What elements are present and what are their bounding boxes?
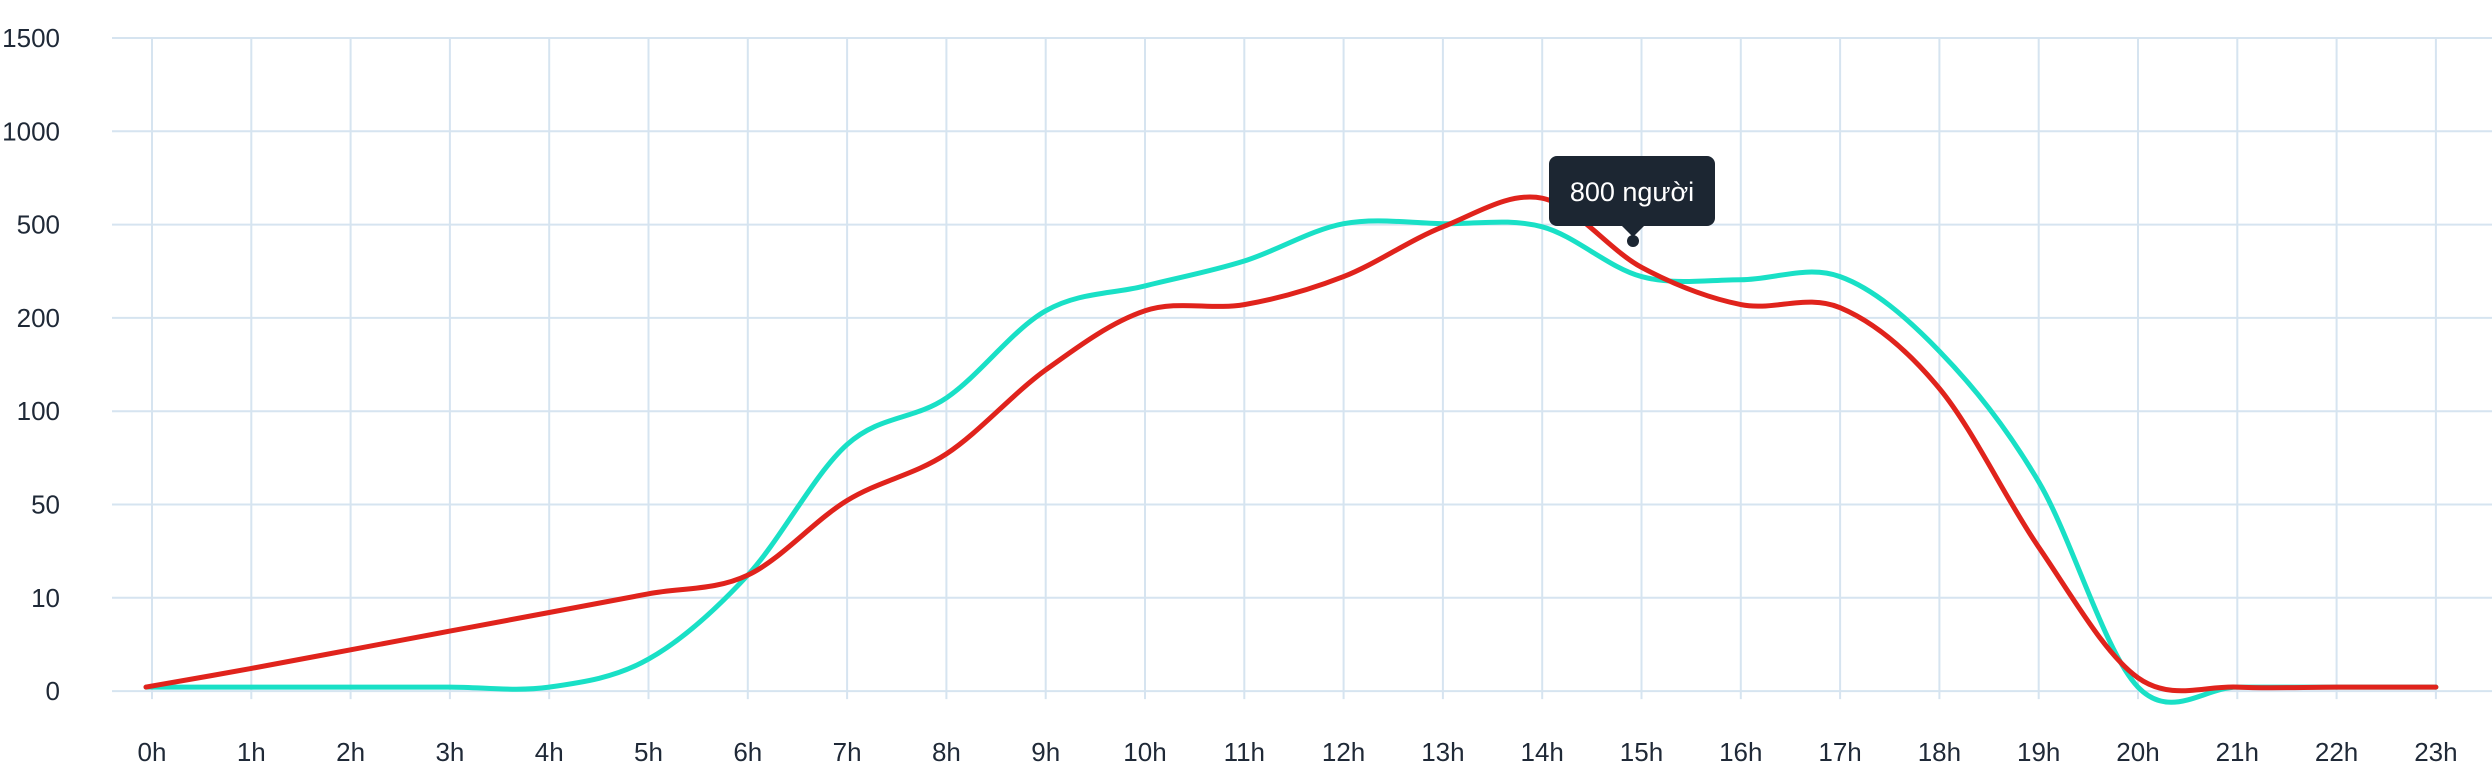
- x-tick-label: 12h: [1322, 737, 1365, 767]
- x-tick-label: 13h: [1421, 737, 1464, 767]
- series-line-1: [143, 218, 2439, 705]
- x-tick-label: 18h: [1918, 737, 1961, 767]
- series-lines: [143, 194, 2439, 705]
- x-axis-ticks: 0h 1h 2h 3h 4h 5h 6h 7h 8h 9h 10h 11h 12h 13h 14h 15h 16…: [138, 737, 2458, 767]
- x-tick-label: 3h: [435, 737, 464, 767]
- y-tick-label: 100: [17, 396, 60, 426]
- x-tick-label: 9h: [1031, 737, 1060, 767]
- y-tick-label: 0: [46, 676, 60, 706]
- tooltip-pointer: [1622, 226, 1644, 237]
- x-tick-label: 22h: [2315, 737, 2358, 767]
- series-line-2: [143, 194, 2439, 694]
- x-tick-label: 23h: [2414, 737, 2457, 767]
- x-tick-label: 16h: [1719, 737, 1762, 767]
- x-tick-label: 17h: [1818, 737, 1861, 767]
- x-tick-label: 0h: [138, 737, 167, 767]
- x-tick-label: 1h: [237, 737, 266, 767]
- x-tick-label: 5h: [634, 737, 663, 767]
- x-tick-label: 19h: [2017, 737, 2060, 767]
- y-axis-ticks: 0 10 50 100 200 500 1000 1500: [2, 23, 60, 706]
- x-tick-label: 6h: [733, 737, 762, 767]
- y-tick-label: 200: [17, 303, 60, 333]
- tooltip-point[interactable]: [1627, 235, 1639, 247]
- x-tick-label: 21h: [2216, 737, 2259, 767]
- y-tick-label: 10: [31, 583, 60, 613]
- y-tick-label: 1500: [2, 23, 60, 53]
- x-tick-label: 20h: [2116, 737, 2159, 767]
- tooltip: 800 người: [1549, 156, 1715, 247]
- x-tick-label: 14h: [1521, 737, 1564, 767]
- x-tick-label: 10h: [1123, 737, 1166, 767]
- y-gridlines: [112, 37, 2492, 693]
- y-tick-label: 500: [17, 210, 60, 240]
- x-tick-label: 2h: [336, 737, 365, 767]
- x-tick-label: 4h: [535, 737, 564, 767]
- y-tick-label: 1000: [2, 116, 60, 146]
- x-tick-label: 11h: [1224, 737, 1265, 767]
- y-tick-label: 50: [31, 490, 60, 520]
- tooltip-box: [1549, 156, 1715, 226]
- x-tick-label: 15h: [1620, 737, 1663, 767]
- tooltip-text: 800 người: [1570, 177, 1694, 207]
- x-tick-label: 7h: [833, 737, 862, 767]
- x-tick-label: 8h: [932, 737, 961, 767]
